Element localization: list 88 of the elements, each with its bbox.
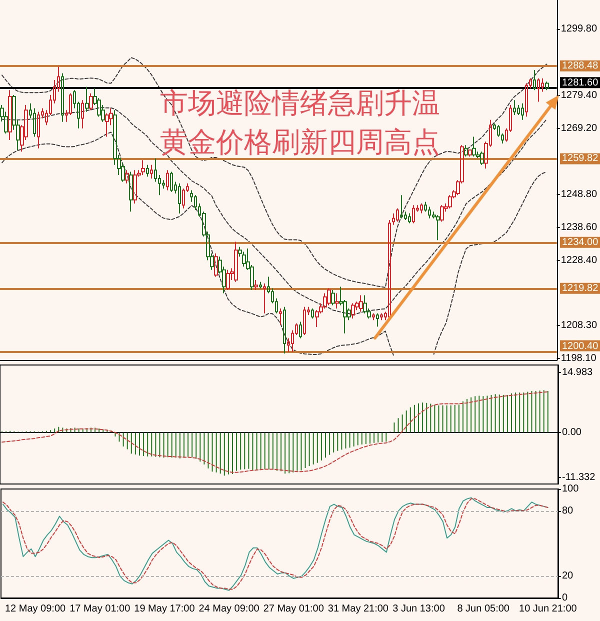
y-tick-label: 1279.40	[560, 90, 598, 101]
y-tick-label: 1238.60	[560, 222, 598, 233]
candlestick	[81, 100, 84, 129]
candlestick	[37, 111, 40, 149]
candlestick	[263, 283, 266, 314]
ref-line-label: 1288.48	[562, 60, 599, 72]
candlestick	[436, 214, 440, 241]
candlestick	[85, 86, 89, 112]
candlestick	[141, 160, 145, 176]
x-tick-label: 24 May 09:00	[198, 604, 260, 614]
x-tick-label: 10 Jun 21:00	[518, 604, 578, 614]
candlestick	[61, 72, 64, 122]
ref-line-label: 1234.00	[562, 236, 599, 248]
y-tick-label: 1269.20	[560, 122, 598, 134]
candlestick	[372, 312, 375, 321]
candlestick	[150, 164, 153, 180]
candlestick	[513, 100, 516, 116]
candlestick	[537, 78, 540, 102]
x-tick-label: 19 May 17:00	[134, 604, 196, 614]
candlestick	[8, 90, 12, 140]
candlestick	[400, 194, 403, 219]
candlestick	[259, 281, 262, 289]
y-tick-label: 14.983	[562, 367, 594, 378]
candlestick	[420, 202, 423, 214]
ref-line-label: 1219.82	[562, 282, 599, 294]
candlestick	[242, 251, 246, 268]
ref-line-label: 1200.40	[562, 340, 599, 352]
candlestick	[472, 136, 476, 158]
y-tick-label: -11.332	[562, 472, 596, 484]
candlestick	[351, 302, 355, 320]
candlestick	[359, 294, 363, 312]
candlestick	[440, 204, 444, 222]
candlestick	[521, 102, 524, 120]
candlestick	[299, 321, 302, 339]
x-tick-label: 12 May 09:00	[4, 604, 66, 614]
candlestick	[412, 204, 415, 224]
y-tick-label: 1228.40	[560, 255, 598, 266]
candlestick	[89, 92, 93, 111]
y-tick-label: 0	[562, 592, 568, 604]
x-tick-label: 8 Jun 05:00	[457, 604, 510, 614]
candlestick	[254, 279, 258, 291]
candlestick	[396, 208, 399, 222]
candlestick	[376, 312, 379, 328]
candlestick	[125, 170, 129, 184]
candlestick	[170, 171, 173, 192]
candlestick	[335, 292, 339, 309]
candlestick	[166, 170, 169, 191]
x-tick-label: 31 May 21:00	[328, 604, 389, 614]
candlestick	[545, 81, 549, 91]
candlestick	[327, 288, 331, 306]
candlestick	[133, 170, 137, 204]
candlestick	[331, 290, 335, 306]
x-tick-label: 27 May 01:00	[263, 604, 324, 614]
y-tick-label: 1208.30	[560, 320, 598, 332]
y-tick-label: 80	[562, 505, 574, 516]
y-tick-label: 1299.80	[560, 24, 598, 35]
y-tick-label: 20	[562, 570, 574, 582]
y-tick-label: 1248.80	[560, 188, 598, 200]
line-series	[2, 57, 548, 288]
y-tick-label: 0.00	[562, 426, 582, 438]
candlestick	[408, 212, 411, 224]
candlestick	[178, 182, 181, 214]
line-series	[2, 391, 548, 473]
candlestick	[234, 241, 238, 282]
annotation: 市场避险情绪急剧升温	[160, 86, 440, 120]
annotation: 黄金价格刷新四周高点	[160, 126, 440, 158]
candlestick	[226, 269, 230, 291]
x-tick-label: 3 Jun 13:00	[392, 604, 446, 614]
candlestick	[525, 82, 528, 118]
candlestick	[517, 104, 520, 116]
candlestick	[283, 306, 286, 354]
x-tick-label: 17 May 01:00	[70, 604, 131, 614]
candlestick	[464, 144, 468, 158]
candlestick	[33, 108, 36, 138]
candlestick	[146, 164, 149, 178]
candlestick	[468, 150, 472, 158]
candlestick	[279, 308, 282, 326]
candlestick	[480, 151, 484, 166]
ref-line-label: 1281.60	[562, 78, 599, 89]
candlestick	[303, 306, 306, 336]
ref-line-label: 1259.82	[562, 153, 599, 164]
candlestick	[311, 308, 314, 320]
y-tick-label: 1198.10	[560, 353, 597, 364]
candlestick	[533, 69, 536, 91]
y-tick-label: 100	[562, 484, 580, 494]
candlestick	[380, 312, 383, 321]
candlestick	[214, 252, 218, 278]
candlestick	[129, 171, 133, 212]
